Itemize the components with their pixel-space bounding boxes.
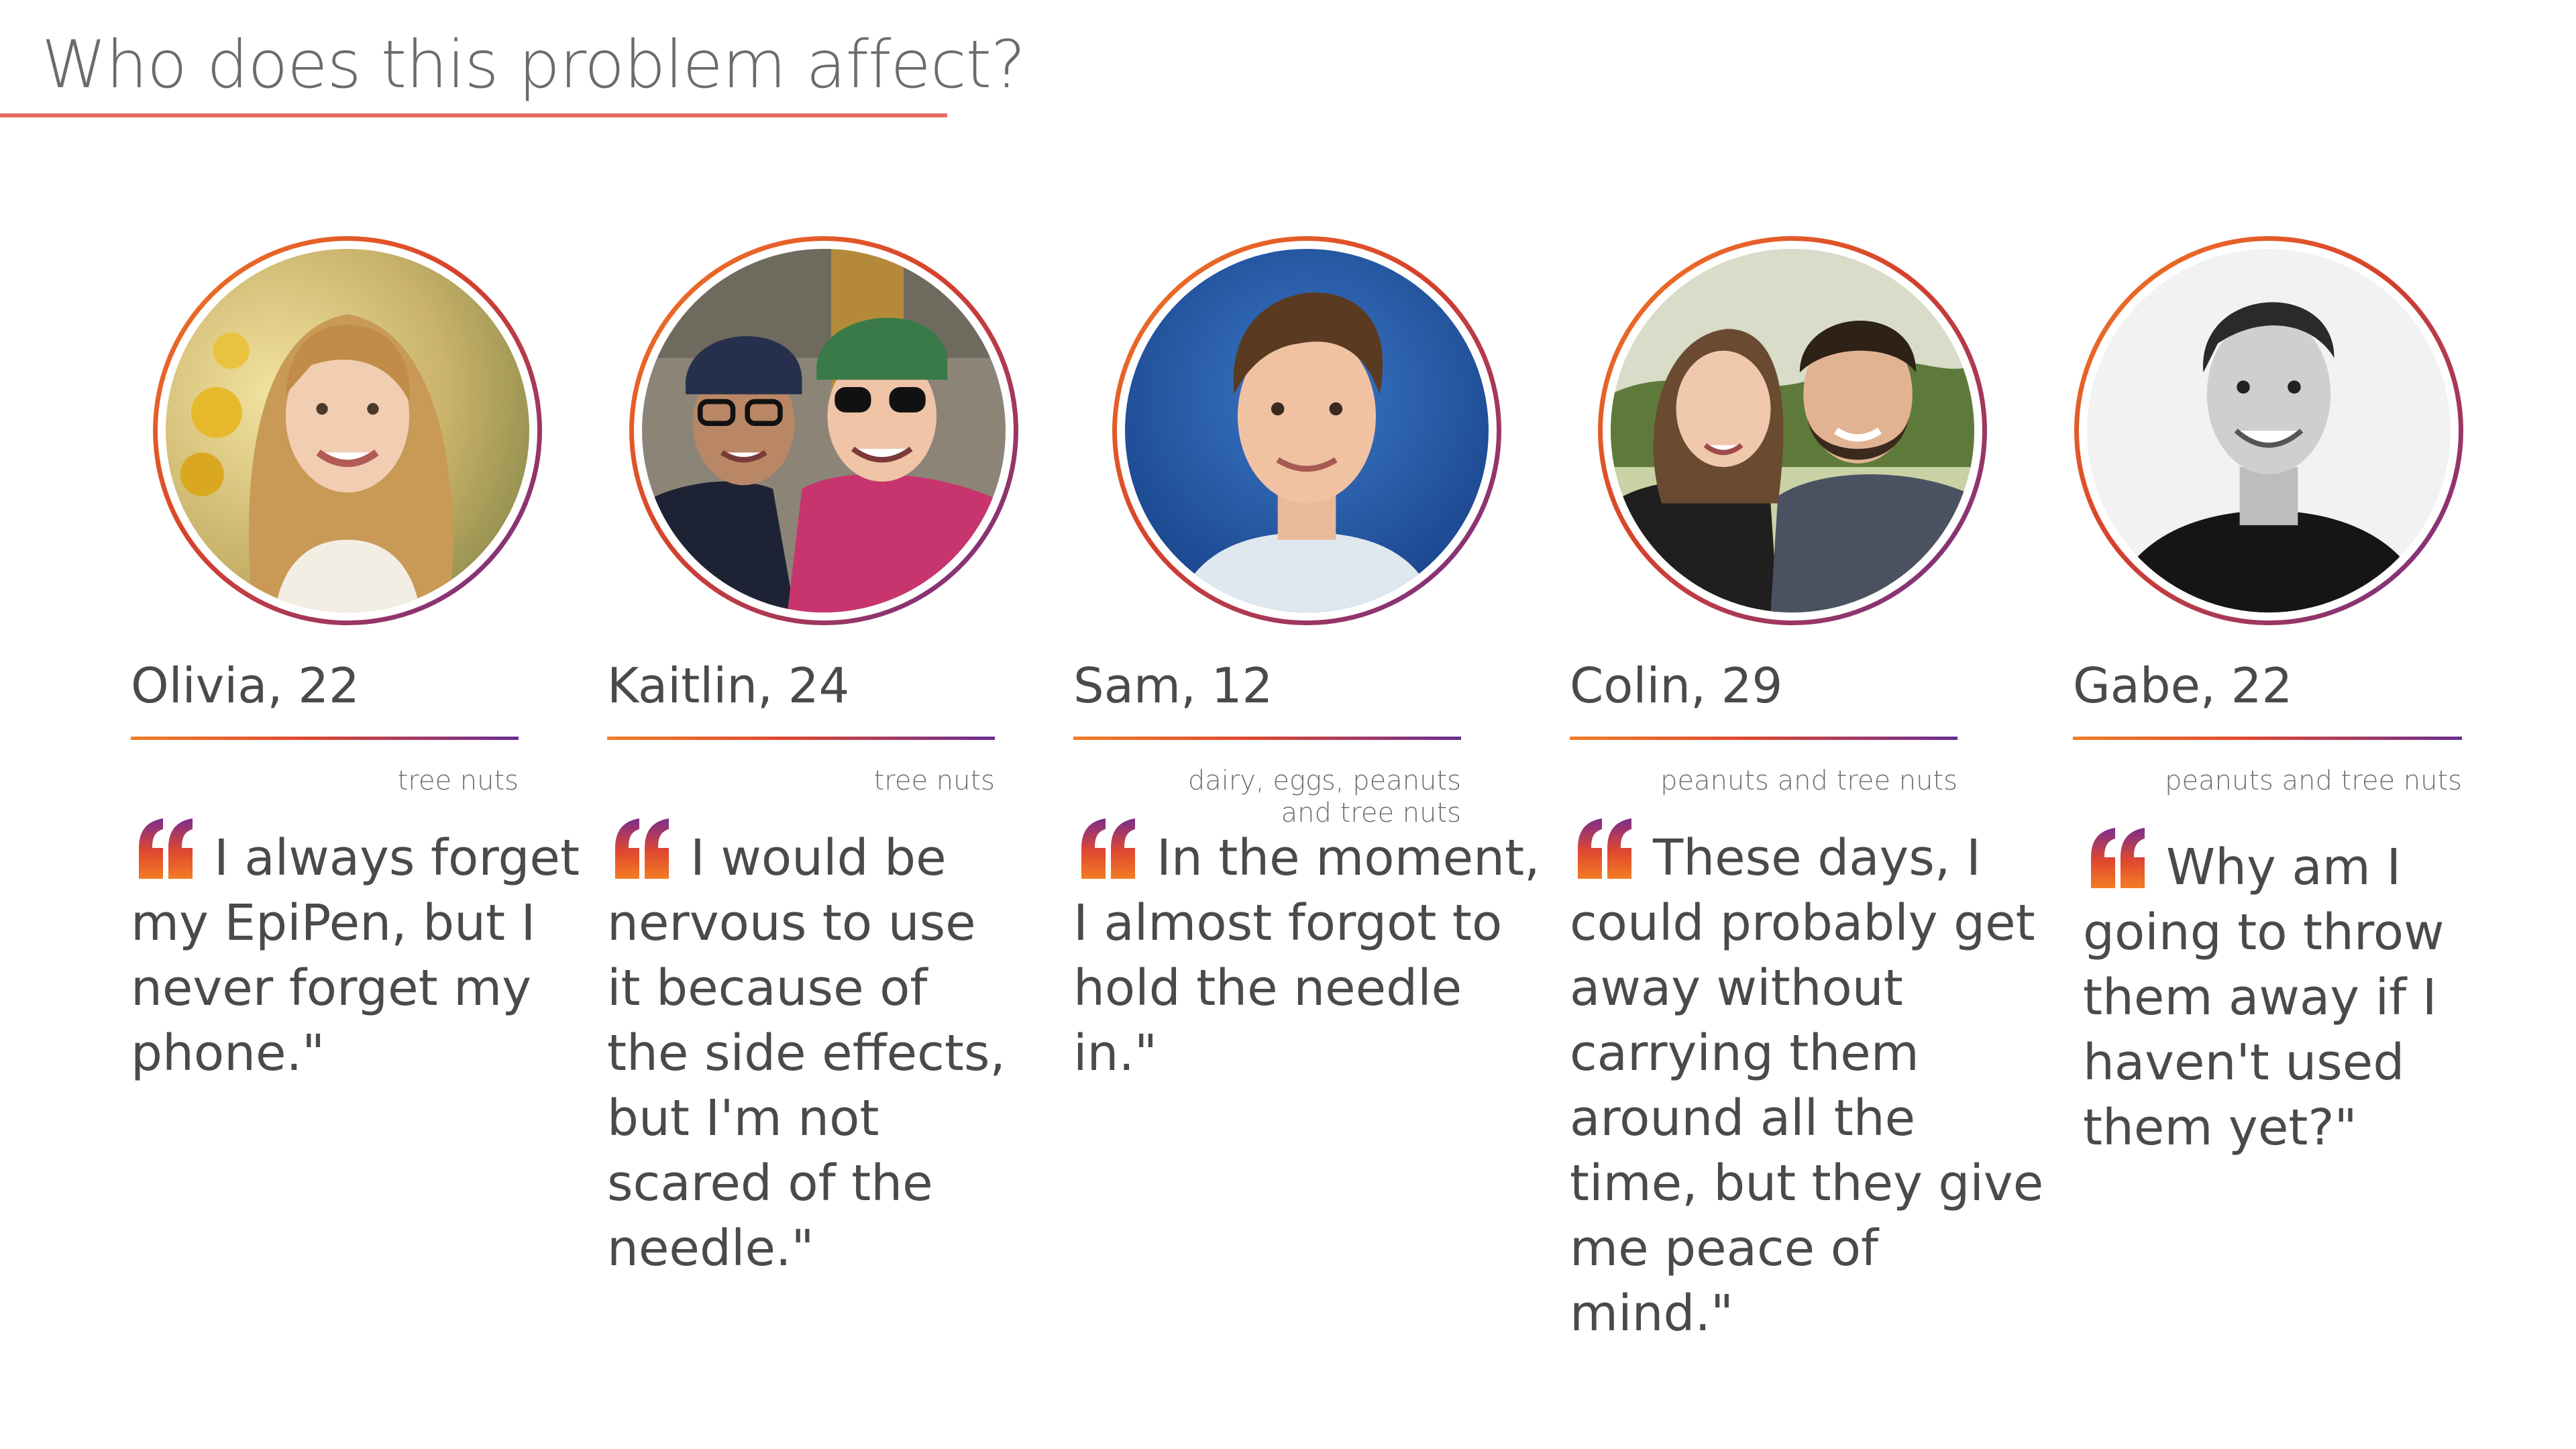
- quote-mark-icon: [136, 817, 194, 879]
- name-underline: [1570, 737, 1957, 740]
- avatar-olivia: [153, 236, 542, 625]
- profile-name: Olivia, 22: [131, 657, 360, 714]
- title-underline: [0, 113, 947, 117]
- quote-mark-icon: [612, 817, 670, 879]
- quote-mark-icon: [1575, 817, 1633, 879]
- allergy-label: tree nuts: [873, 765, 995, 796]
- profile-name: Gabe, 22: [2073, 657, 2293, 714]
- avatar-colin: [1598, 236, 1987, 625]
- allergy-label: peanuts and tree nuts: [2165, 765, 2462, 796]
- photo-colin: [1611, 249, 1974, 612]
- photo-gabe: [2087, 249, 2451, 612]
- name-underline: [1073, 737, 1461, 740]
- avatar-gabe: [2074, 236, 2463, 625]
- profile-name: Sam, 12: [1073, 657, 1273, 714]
- allergy-label: tree nuts: [397, 765, 519, 796]
- avatar-kaitlin: [629, 236, 1018, 625]
- slide-title: Who does this problem affect?: [42, 27, 1026, 103]
- quote-mark-icon: [2088, 826, 2146, 888]
- profile-name: Colin, 29: [1570, 657, 1783, 714]
- photo-sam: [1125, 249, 1489, 612]
- testimonial-quote: I always forget my EpiPen, but I never f…: [131, 817, 587, 1086]
- testimonial-quote: These days, I could probably get away wi…: [1570, 817, 2053, 1346]
- quote-mark-icon: [1079, 817, 1136, 879]
- profile-name: Kaitlin, 24: [607, 657, 850, 714]
- testimonial-quote: I would be nervous to use it because of …: [607, 817, 1016, 1281]
- name-underline: [2073, 737, 2462, 740]
- avatar-sam: [1112, 236, 1501, 625]
- allergy-label: dairy, eggs, peanuts and tree nuts: [1187, 765, 1461, 828]
- photo-olivia: [166, 249, 529, 612]
- testimonial-quote: Why am I going to throw them away if I h…: [2083, 826, 2485, 1161]
- name-underline: [607, 737, 995, 740]
- allergy-label: peanuts and tree nuts: [1660, 765, 1957, 796]
- testimonial-quote: In the moment, I almost forgot to hold t…: [1073, 817, 1543, 1086]
- photo-kaitlin: [642, 249, 1006, 612]
- name-underline: [131, 737, 519, 740]
